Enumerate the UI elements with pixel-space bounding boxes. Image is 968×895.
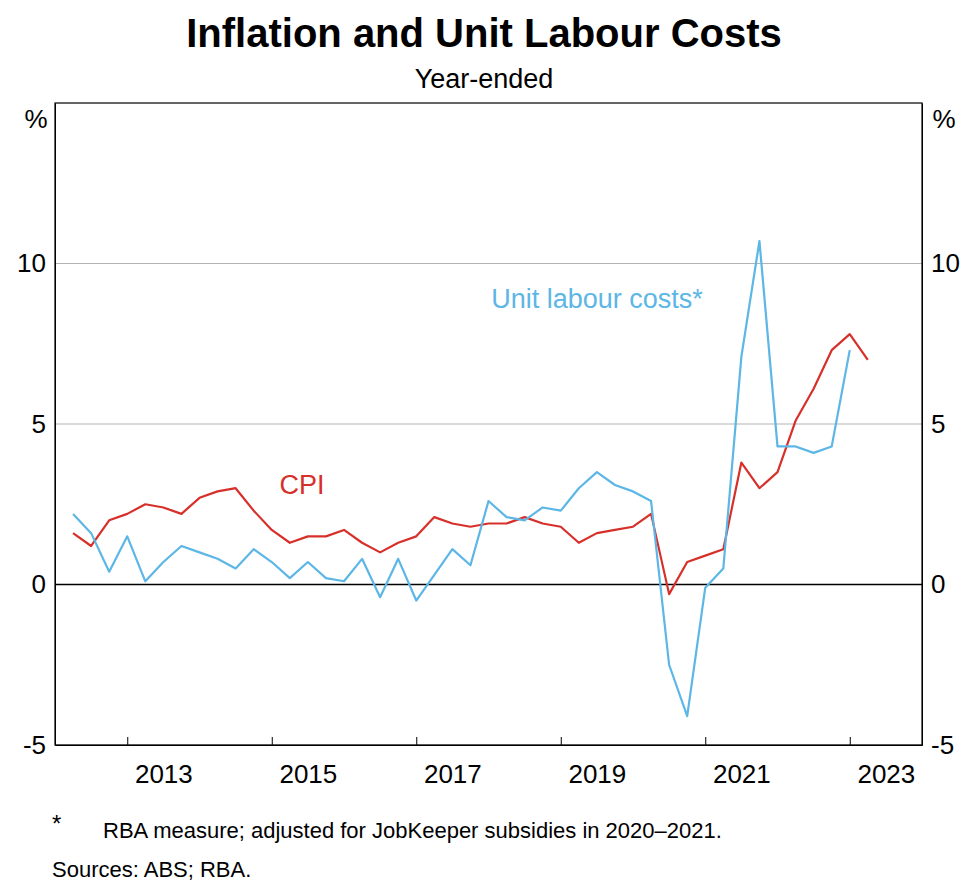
y-tick: 10 xyxy=(922,248,960,278)
x-tick: 2017 xyxy=(417,737,482,789)
y-unit-left: % xyxy=(24,104,47,134)
x-tick: 2023 xyxy=(850,737,915,789)
y-tick: 5 xyxy=(922,409,945,439)
x-axis: 2013 2015 2017 2019 2021 2023 xyxy=(56,737,923,789)
series-line xyxy=(73,241,850,716)
y-tick-label: -5 xyxy=(23,730,46,760)
y-tick-label: 0 xyxy=(931,569,945,599)
note: * xyxy=(52,810,61,837)
series-line xyxy=(73,334,868,594)
x-tick-label: 2019 xyxy=(568,759,626,789)
y-tick: 5 xyxy=(32,409,55,439)
x-tick: 2021 xyxy=(706,737,771,789)
series-label: CPI xyxy=(279,470,324,500)
y-tick: 0 xyxy=(32,569,55,599)
x-axis-line xyxy=(56,745,923,746)
note: Sources: ABS; RBA. xyxy=(52,857,251,882)
grid-line xyxy=(55,263,922,264)
y-axis-left: -5 0 5 10 xyxy=(17,104,55,760)
plot-area xyxy=(73,241,868,716)
y-tick: -5 xyxy=(922,730,954,760)
x-tick-label: 2023 xyxy=(857,759,915,789)
y-axis-line xyxy=(55,104,56,746)
y-tick: 0 xyxy=(922,569,945,599)
y-tick-label: 10 xyxy=(931,248,960,278)
x-tick-mark xyxy=(561,737,562,745)
x-tick: 2013 xyxy=(128,737,193,789)
plot-frame xyxy=(55,103,922,745)
x-tick-label: 2015 xyxy=(279,759,337,789)
title: Inflation and Unit Labour Costs xyxy=(186,11,782,55)
y-axis-right: -5 0 5 10 xyxy=(922,104,960,760)
x-tick: 2015 xyxy=(272,737,337,789)
note: RBA measure; adjusted for JobKeeper subs… xyxy=(103,818,722,843)
y-axis-line xyxy=(922,104,923,746)
y-unit-right: % xyxy=(932,104,955,134)
zero-line xyxy=(55,584,922,586)
x-tick-mark xyxy=(127,737,128,745)
x-tick-label: 2013 xyxy=(135,759,193,789)
series-label: Unit labour costs* xyxy=(491,284,703,314)
x-tick-mark xyxy=(850,737,851,745)
y-tick: -5 xyxy=(23,730,55,760)
x-tick-label: 2021 xyxy=(713,759,771,789)
x-tick: 2019 xyxy=(561,737,626,789)
y-tick-label: 5 xyxy=(931,409,945,439)
x-tick-mark xyxy=(416,737,417,745)
subtitle: Year-ended xyxy=(415,64,554,94)
chart: Inflation and Unit Labour Costs Year-ende… xyxy=(0,0,968,895)
x-tick-mark xyxy=(272,737,273,745)
grid-line xyxy=(55,423,922,424)
y-tick-label: -5 xyxy=(931,730,954,760)
y-tick-label: 0 xyxy=(32,569,46,599)
y-tick: 10 xyxy=(17,248,55,278)
y-tick-label: 5 xyxy=(32,409,46,439)
x-tick-label: 2017 xyxy=(424,759,482,789)
y-tick-label: 10 xyxy=(17,248,46,278)
x-tick-mark xyxy=(705,737,706,745)
